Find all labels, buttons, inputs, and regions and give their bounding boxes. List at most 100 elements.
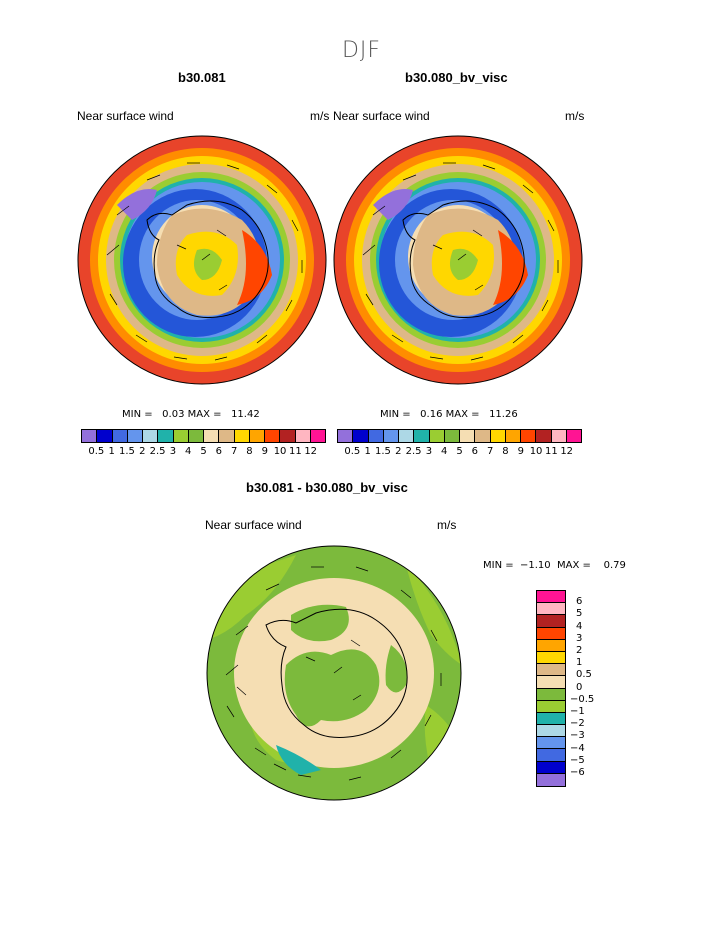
colorbar-tick-label: 6 bbox=[576, 596, 583, 608]
panel1-max-label: MAX = bbox=[187, 409, 222, 420]
colorbar-tick-label: 1 bbox=[108, 446, 115, 457]
panel1-max-value: 11.42 bbox=[231, 409, 260, 420]
colorbar-tick-label: 4 bbox=[576, 620, 583, 632]
colorbar-swatch bbox=[537, 749, 565, 762]
polar-map-2 bbox=[333, 135, 583, 385]
colorbar-tick-label: 6 bbox=[471, 446, 478, 457]
colorbar-swatch bbox=[537, 664, 565, 677]
panel2-max-label: MAX = bbox=[445, 409, 480, 420]
panel3-max-value: 0.79 bbox=[603, 560, 626, 571]
panel2-min-label: MIN = bbox=[380, 409, 411, 420]
colorbar-swatch bbox=[537, 712, 565, 726]
colorbar-tick-label: 1 bbox=[576, 657, 583, 669]
colorbar-swatch bbox=[265, 430, 281, 442]
map3-wind-vectors bbox=[225, 566, 442, 781]
colorbar-swatch bbox=[219, 430, 235, 442]
colorbar-tick-label: 0.5 bbox=[576, 669, 592, 681]
colorbar-2 bbox=[337, 429, 582, 443]
colorbar-swatch bbox=[127, 430, 143, 442]
colorbar-tick-label: 8 bbox=[246, 446, 253, 457]
colorbar-tick-label: 1.5 bbox=[374, 446, 391, 457]
colorbar-swatch bbox=[537, 700, 565, 713]
panel1-case-title: b30.081 bbox=[178, 70, 226, 85]
colorbar-1 bbox=[81, 429, 326, 443]
colorbar-tick-label: 1.5 bbox=[118, 446, 135, 457]
colorbar-tick-label: −4 bbox=[570, 742, 585, 754]
colorbar-tick-label: −3 bbox=[570, 730, 585, 742]
colorbar-tick-label: 11 bbox=[545, 446, 558, 457]
colorbar-swatch bbox=[173, 430, 189, 442]
panel1-stats: MIN = 0.03 MAX = 11.42 bbox=[122, 409, 260, 420]
colorbar-tick-label: 10 bbox=[529, 446, 543, 457]
colorbar-swatch bbox=[353, 430, 369, 442]
colorbar-swatch bbox=[537, 627, 565, 640]
colorbar-tick-label: 2 bbox=[139, 446, 146, 457]
colorbar-swatch bbox=[383, 430, 399, 442]
colorbar-tick-label: 9 bbox=[261, 446, 268, 457]
colorbar-swatch bbox=[537, 725, 565, 738]
panel2-max-value: 11.26 bbox=[489, 409, 518, 420]
polar-map-3 bbox=[206, 545, 462, 801]
colorbar-swatch bbox=[566, 430, 581, 442]
panel3-units-label: m/s bbox=[437, 518, 457, 532]
map1-wind-vectors bbox=[106, 162, 303, 361]
colorbar-swatch bbox=[444, 430, 460, 442]
colorbar-2-tick-labels: 0.5 1 1.5 2 2.5 3 4 5 6 7 8 9 10 11 12 bbox=[337, 446, 582, 458]
panel3-variable-label: Near surface wind bbox=[205, 518, 302, 532]
polar-map-1 bbox=[77, 135, 327, 385]
colorbar-tick-label: 11 bbox=[289, 446, 302, 457]
colorbar-swatch bbox=[537, 639, 565, 652]
panel3-min-label: MIN = bbox=[483, 560, 514, 571]
colorbar-tick-label: −0.5 bbox=[570, 693, 595, 705]
panel2-case-title: b30.080_bv_visc bbox=[405, 70, 508, 85]
colorbar-swatch bbox=[414, 430, 430, 442]
colorbar-swatch bbox=[338, 430, 354, 442]
colorbar-tick-label: −6 bbox=[570, 767, 585, 778]
colorbar-swatch bbox=[537, 591, 565, 604]
colorbar-tick-label: 2.5 bbox=[405, 446, 422, 457]
colorbar-tick-label: 0.5 bbox=[344, 446, 361, 457]
colorbar-tick-label: 2 bbox=[576, 645, 583, 656]
colorbar-swatch bbox=[310, 430, 325, 442]
colorbar-tick-label: 9 bbox=[517, 446, 524, 457]
colorbar-tick-label: 2.5 bbox=[149, 446, 166, 457]
colorbar-tick-label: 2 bbox=[395, 446, 402, 457]
map3-contours bbox=[207, 546, 461, 800]
panel3-case-title: b30.081 - b30.080_bv_visc bbox=[246, 480, 408, 495]
colorbar-swatch bbox=[537, 651, 565, 665]
colorbar-tick-label: 10 bbox=[273, 446, 287, 457]
panel3-max-label: MAX = bbox=[557, 560, 591, 571]
colorbar-tick-label: 7 bbox=[486, 446, 494, 457]
panel1-min-label: MIN = bbox=[122, 409, 153, 420]
panel2-units-label: m/s bbox=[565, 109, 585, 123]
colorbar-swatch bbox=[295, 430, 311, 442]
colorbar-tick-label: 0.5 bbox=[88, 446, 105, 457]
colorbar-swatch bbox=[537, 676, 565, 689]
colorbar-swatch bbox=[143, 430, 159, 442]
colorbar-tick-label: 3 bbox=[576, 632, 583, 644]
colorbar-swatch bbox=[280, 430, 296, 442]
main-title: DJF bbox=[341, 38, 382, 63]
colorbar-swatch bbox=[490, 430, 506, 442]
colorbar-tick-label: 3 bbox=[169, 446, 177, 457]
colorbar-tick-label: 12 bbox=[560, 446, 574, 457]
colorbar-swatch bbox=[537, 688, 565, 701]
colorbar-swatch bbox=[368, 430, 384, 442]
colorbar-swatch bbox=[475, 430, 491, 442]
colorbar-swatch bbox=[537, 737, 565, 750]
colorbar-tick-label: 3 bbox=[425, 446, 433, 457]
colorbar-swatch bbox=[537, 773, 565, 786]
colorbar-tick-label: 1 bbox=[364, 446, 371, 457]
colorbar-swatch bbox=[188, 430, 204, 442]
colorbar-swatch bbox=[249, 430, 265, 442]
colorbar-tick-label: −1 bbox=[570, 706, 585, 717]
colorbar-tick-label: 7 bbox=[230, 446, 238, 457]
panel3-min-value: −1.10 bbox=[519, 560, 551, 571]
colorbar-swatch bbox=[551, 430, 567, 442]
panel1-min-value: 0.03 bbox=[162, 409, 185, 420]
colorbar-swatch bbox=[204, 430, 220, 442]
map2-wind-vectors bbox=[362, 162, 559, 361]
colorbar-swatch bbox=[537, 761, 565, 774]
colorbar-tick-label: 5 bbox=[456, 446, 463, 457]
panel3-stats: MIN = −1.10 MAX = 0.79 bbox=[483, 560, 626, 571]
